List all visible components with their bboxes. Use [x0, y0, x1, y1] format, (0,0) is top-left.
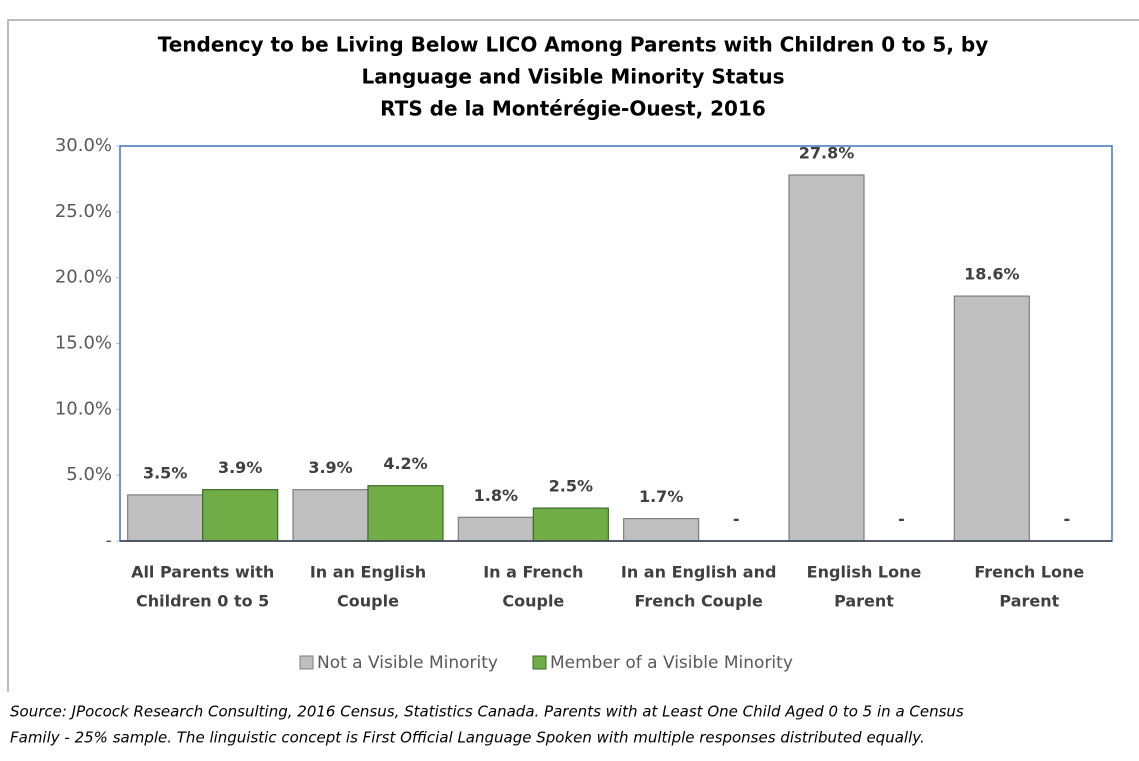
y-tick-label: 20.0%	[55, 267, 112, 288]
x-tick-label: In an English	[310, 563, 426, 582]
x-tick-label: French Couple	[634, 592, 763, 611]
chart-frame	[7, 19, 1139, 692]
x-tick-label: In an English and	[621, 563, 777, 582]
chart-title: Language and Visible Minority Status	[361, 65, 784, 89]
bar	[953, 295, 1030, 542]
bar	[202, 489, 279, 542]
y-tick-label: 30.0%	[55, 135, 112, 156]
data-label: 1.8%	[474, 486, 518, 505]
data-label: 27.8%	[799, 143, 855, 162]
data-label: 3.9%	[308, 458, 352, 477]
y-tick-label: 25.0%	[55, 201, 112, 222]
chart-title: Tendency to be Living Below LICO Among P…	[158, 33, 988, 57]
data-label: -	[1064, 510, 1071, 529]
bar	[623, 518, 700, 542]
x-tick-label: Parent	[999, 592, 1059, 611]
x-tick-label: Children 0 to 5	[136, 592, 269, 611]
y-tick-label: 10.0%	[55, 398, 112, 419]
legend-label: Member of a Visible Minority	[550, 653, 793, 673]
y-tick-label: 15.0%	[55, 333, 112, 354]
bar	[292, 489, 369, 542]
chart-title: RTS de la Montérégie-Ouest, 2016	[380, 97, 766, 121]
source-note: Family - 25% sample. The linguistic conc…	[10, 729, 925, 747]
legend-swatch	[299, 655, 314, 670]
x-tick-label: Couple	[337, 592, 399, 611]
bar	[788, 174, 865, 542]
bar	[457, 516, 534, 542]
x-tick-label: French Lone	[974, 563, 1084, 582]
data-label: 1.7%	[639, 487, 683, 506]
x-tick-label: In a French	[483, 563, 583, 582]
bar	[127, 494, 204, 542]
data-label: 4.2%	[383, 454, 427, 473]
x-tick-label: All Parents with	[131, 563, 274, 582]
data-label: -	[898, 510, 905, 529]
y-tick-label: -	[106, 530, 113, 551]
x-tick-label: Couple	[502, 592, 564, 611]
data-label: 18.6%	[964, 265, 1020, 284]
source-note: Source: JPocock Research Consulting, 201…	[10, 703, 964, 721]
y-tick-label: 5.0%	[66, 464, 112, 485]
x-tick-label: English Lone	[807, 563, 922, 582]
bar	[532, 507, 609, 542]
legend-swatch	[532, 655, 547, 670]
x-tick-label: Parent	[834, 592, 894, 611]
bar	[367, 485, 444, 542]
legend-label: Not a Visible Minority	[317, 653, 498, 673]
data-label: -	[733, 510, 740, 529]
data-label: 2.5%	[549, 477, 593, 496]
data-label: 3.5%	[143, 463, 187, 482]
data-label: 3.9%	[218, 458, 262, 477]
